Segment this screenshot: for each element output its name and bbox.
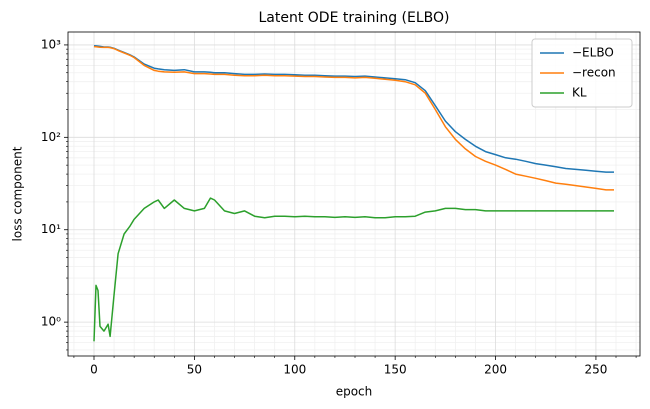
- y-axis-label: loss component: [11, 146, 25, 241]
- x-axis-label: epoch: [336, 385, 373, 399]
- chart-title: Latent ODE training (ELBO): [258, 10, 449, 26]
- legend-label: KL: [572, 86, 587, 100]
- x-tick-label: 0: [90, 363, 98, 377]
- x-tick-label: 100: [283, 363, 306, 377]
- plot-frame: [67, 31, 641, 357]
- y-tick-label: 10³: [41, 37, 61, 51]
- y-tick-label: 10¹: [41, 222, 61, 236]
- y-tick-label: 10⁰: [41, 315, 61, 329]
- series-line: [93, 45, 614, 191]
- legend-label: −ELBO: [572, 46, 614, 60]
- legend-label: −recon: [572, 66, 616, 80]
- x-tick-label: 250: [584, 363, 607, 377]
- x-tick-label: 50: [187, 363, 202, 377]
- x-tick-label: 150: [384, 363, 407, 377]
- legend-box: [531, 38, 633, 108]
- series-line: [93, 197, 614, 342]
- y-tick-label: 10²: [41, 130, 61, 144]
- x-tick-label: 200: [484, 363, 507, 377]
